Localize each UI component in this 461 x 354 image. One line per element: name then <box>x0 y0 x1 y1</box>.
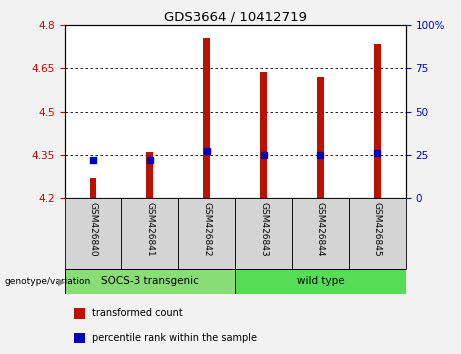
Bar <box>260 73 267 198</box>
Bar <box>65 198 121 269</box>
Text: transformed count: transformed count <box>92 308 183 318</box>
Bar <box>74 308 85 319</box>
Bar <box>235 198 292 269</box>
Text: SOCS-3 transgenic: SOCS-3 transgenic <box>101 276 199 286</box>
Title: GDS3664 / 10412719: GDS3664 / 10412719 <box>164 11 307 24</box>
Bar <box>235 269 406 294</box>
Bar <box>65 269 235 294</box>
Text: GSM426841: GSM426841 <box>145 202 154 256</box>
Text: GSM426842: GSM426842 <box>202 202 211 256</box>
Text: GSM426845: GSM426845 <box>373 202 382 256</box>
Text: wild type: wild type <box>296 276 344 286</box>
Bar <box>178 198 235 269</box>
Text: GSM426843: GSM426843 <box>259 202 268 256</box>
Bar <box>292 198 349 269</box>
Bar <box>74 333 85 343</box>
Bar <box>317 77 324 198</box>
Bar <box>89 178 96 198</box>
Bar <box>374 44 381 198</box>
Text: ▶: ▶ <box>58 276 65 286</box>
Bar <box>203 38 210 198</box>
Bar <box>349 198 406 269</box>
Text: GSM426844: GSM426844 <box>316 202 325 256</box>
Text: percentile rank within the sample: percentile rank within the sample <box>92 333 257 343</box>
Bar <box>147 152 153 198</box>
Text: GSM426840: GSM426840 <box>89 202 97 256</box>
Bar <box>121 198 178 269</box>
Text: genotype/variation: genotype/variation <box>5 277 91 286</box>
